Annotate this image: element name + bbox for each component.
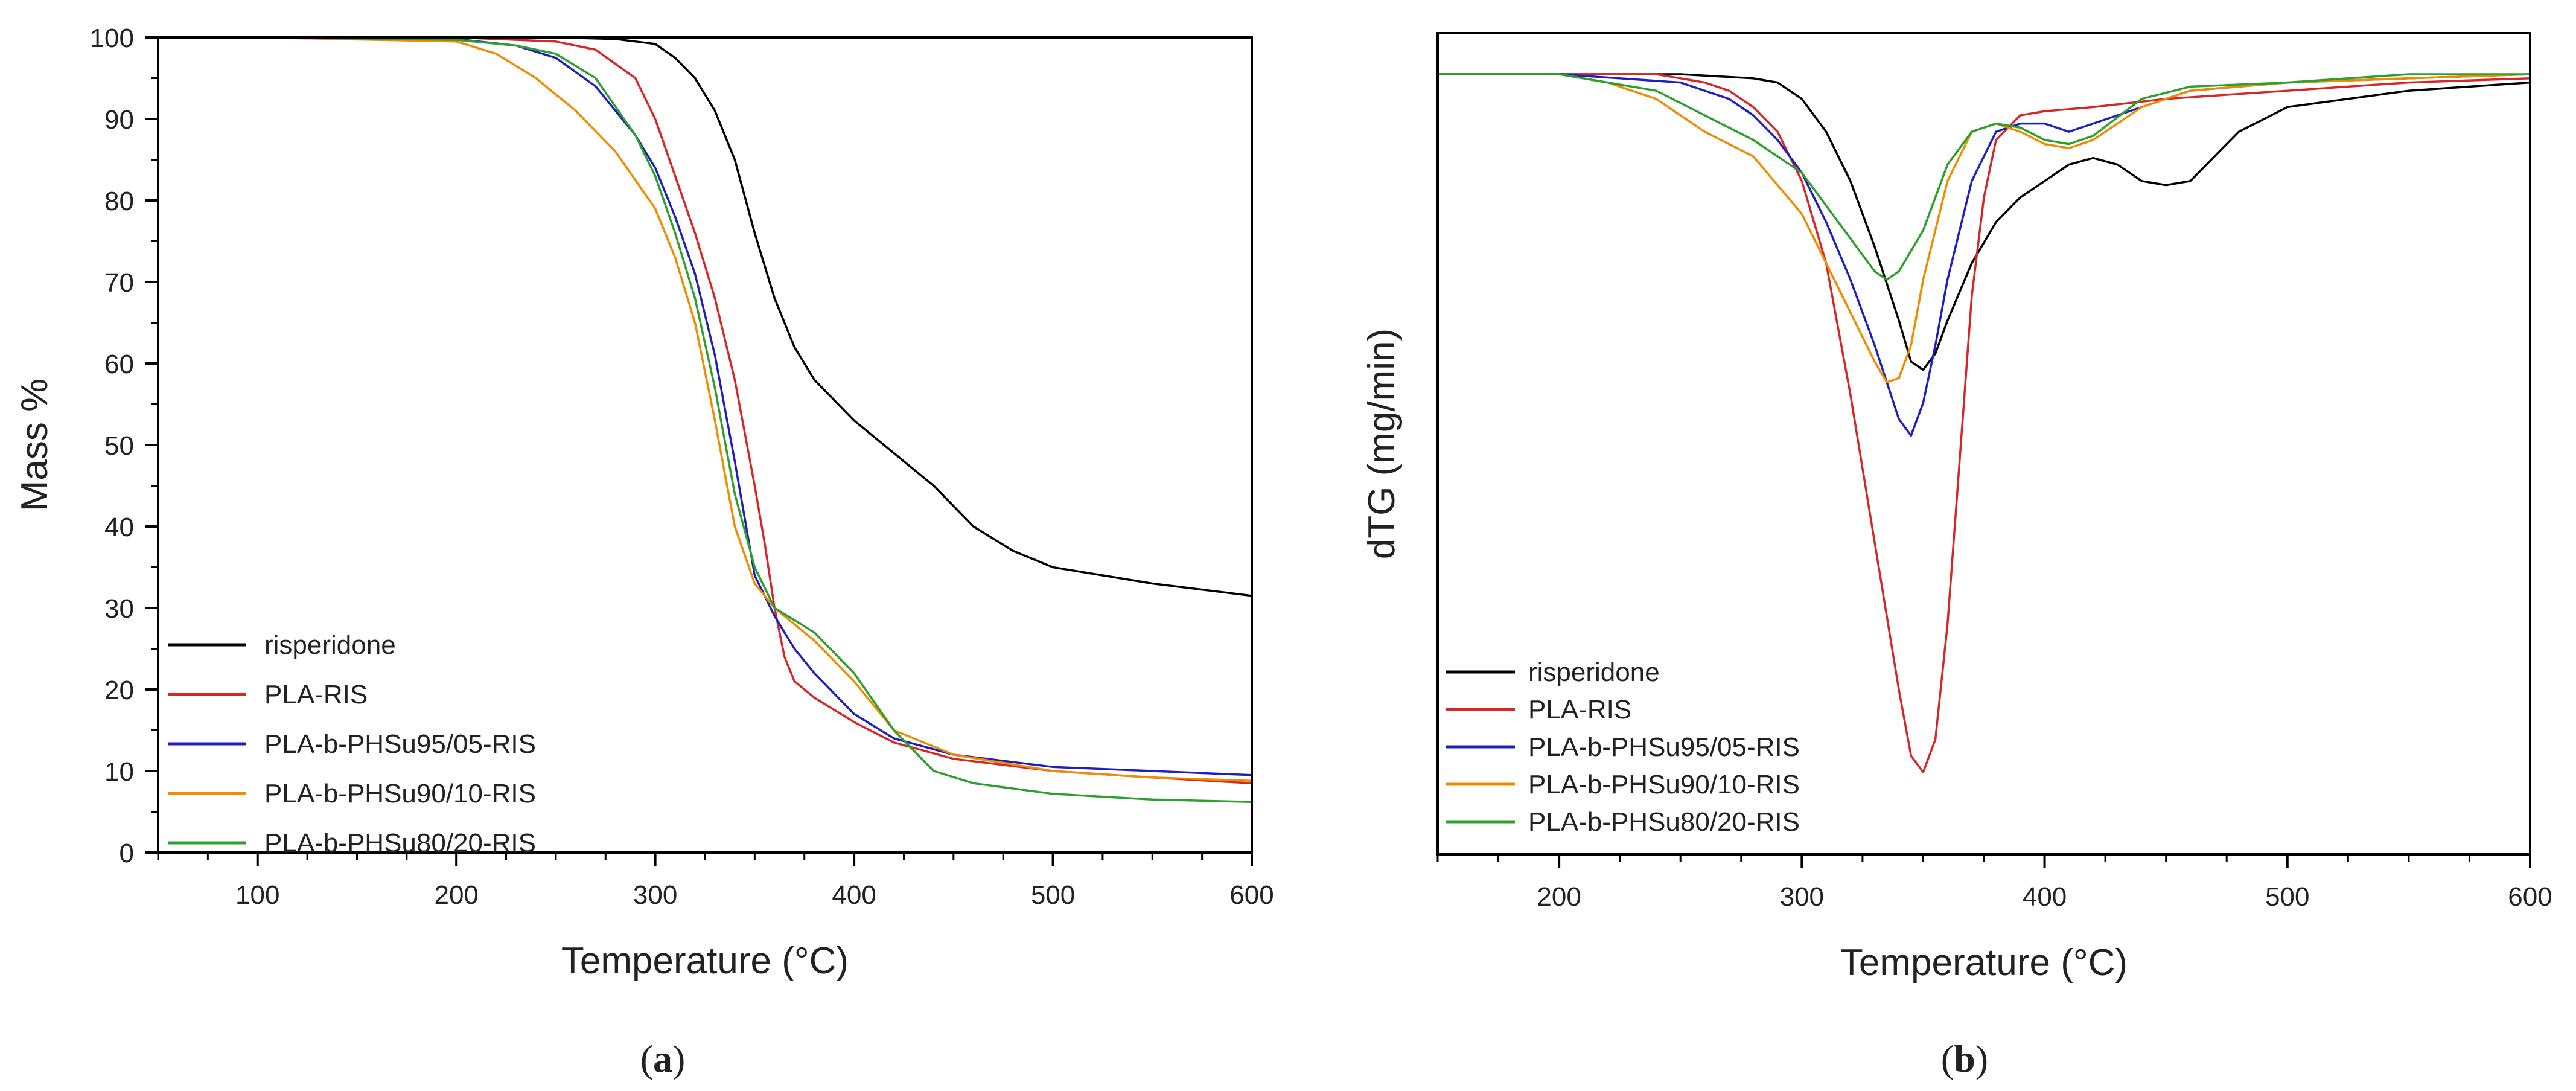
legend-label-0: risperidone: [264, 630, 396, 660]
x-tick-label-200: 200: [434, 880, 478, 910]
y-axis-title: dTG (mg/min): [1361, 328, 1403, 559]
series-line-4: [158, 36, 1252, 804]
series-line-0: [1438, 73, 2531, 371]
series-line-3: [1438, 73, 2531, 383]
y-tick-label-60: 60: [104, 350, 134, 379]
x-tick-label-200: 200: [1537, 882, 1581, 912]
series-line-3: [158, 36, 1252, 782]
y-tick-label-30: 30: [104, 594, 134, 624]
x-tick-label-400: 400: [832, 880, 876, 910]
x-tick-label-100: 100: [235, 880, 279, 910]
y-axis-title: Mass %: [14, 379, 56, 511]
chart-b: 200 300 400 500 600 Temperature (°C) dTG (mg/m…: [1361, 32, 2552, 1080]
y-tick-label-70: 70: [104, 268, 134, 298]
series-line-1: [158, 36, 1252, 785]
series-line-2: [158, 36, 1252, 776]
legend-label-0: risperidone: [1528, 657, 1660, 687]
y-tick-label-50: 50: [104, 431, 134, 461]
x-tick-label-600: 600: [2508, 882, 2552, 912]
chart-a: 100 200 300 400 500 600 0 10 20 30 40 50 60 70 80 90 100…: [14, 24, 1274, 1080]
panel-caption: (b): [1941, 1037, 1988, 1080]
series-line-4: [1438, 73, 2530, 281]
x-tick-label-300: 300: [1780, 882, 1824, 912]
series-line-1: [1438, 73, 2531, 773]
y-tick-label-100: 100: [90, 24, 134, 53]
legend: risperidone PLA-RIS PLA-b-PHSu95/05-RIS PLA…: [1446, 657, 1800, 837]
y-tick-label-20: 20: [104, 676, 134, 705]
series-line-2: [1438, 73, 2531, 437]
y-tick-label-40: 40: [104, 513, 134, 542]
x-tick-label-300: 300: [633, 880, 677, 910]
legend-label-2: PLA-b-PHSu95/05-RIS: [264, 729, 536, 759]
legend-label-3: PLA-b-PHSu90/10-RIS: [1528, 770, 1800, 799]
x-tick-label-500: 500: [2265, 882, 2309, 912]
legend-label-4: PLA-b-PHSu80/20-RIS: [264, 828, 536, 858]
legend-label-1: PLA-RIS: [1528, 695, 1631, 725]
x-axis-title: Temperature (°C): [561, 940, 849, 982]
y-tick-label-80: 80: [104, 187, 134, 216]
panel-caption: (a): [640, 1037, 686, 1080]
y-tick-label-90: 90: [104, 105, 134, 135]
y-tick-label-10: 10: [104, 757, 134, 787]
legend-label-4: PLA-b-PHSu80/20-RIS: [1528, 807, 1800, 837]
x-tick-label-500: 500: [1031, 880, 1075, 910]
x-tick-label-600: 600: [1229, 880, 1274, 910]
y-tick-label-0: 0: [120, 839, 134, 868]
x-tick-label-400: 400: [2023, 882, 2067, 912]
legend-label-2: PLA-b-PHSu95/05-RIS: [1528, 732, 1800, 762]
x-axis-title: Temperature (°C): [1840, 942, 2128, 984]
legend-label-3: PLA-b-PHSu90/10-RIS: [264, 779, 536, 808]
legend: risperidone PLA-RIS PLA-b-PHSu95/05-RIS PLA…: [168, 630, 536, 858]
legend-label-1: PLA-RIS: [264, 680, 368, 709]
